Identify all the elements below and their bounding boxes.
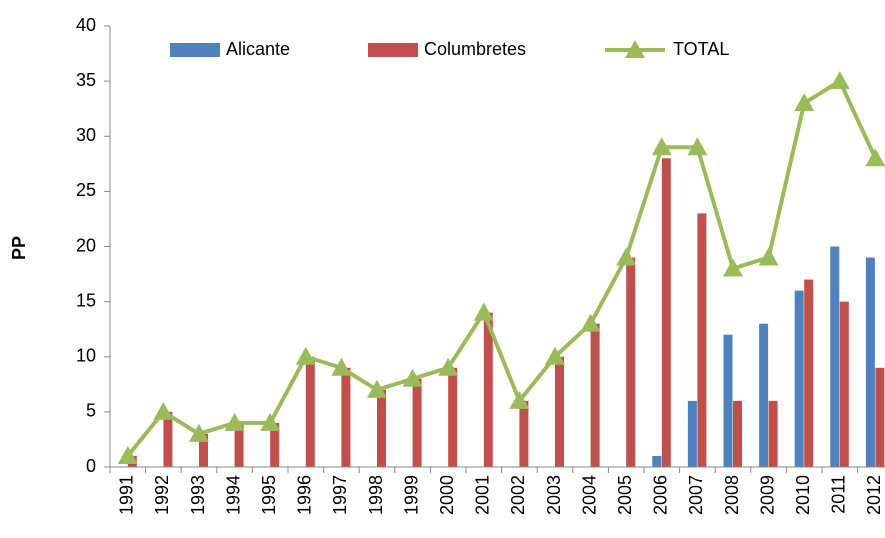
marker bbox=[616, 247, 637, 266]
marker bbox=[117, 445, 138, 464]
y-tick-label: 40 bbox=[76, 15, 96, 35]
bar bbox=[875, 367, 885, 467]
line bbox=[126, 78, 878, 458]
marker bbox=[580, 313, 601, 332]
bar bbox=[759, 323, 769, 467]
x-tick-label: 2000 bbox=[437, 475, 457, 515]
y-tick-label: 15 bbox=[76, 290, 96, 310]
x-tick-label: 1994 bbox=[223, 475, 243, 515]
bar bbox=[483, 312, 493, 467]
x-tick-label: 1996 bbox=[295, 475, 315, 515]
x-tick-label: 2010 bbox=[793, 475, 813, 515]
marker bbox=[829, 71, 850, 90]
x-tick-label: 2011 bbox=[829, 475, 849, 514]
y-axis-label: PP bbox=[9, 236, 29, 260]
x-tick-label: 2009 bbox=[757, 475, 777, 515]
marker bbox=[260, 412, 281, 431]
legend-swatch bbox=[368, 43, 418, 57]
y-tick-label: 20 bbox=[76, 235, 96, 255]
bar bbox=[234, 422, 244, 467]
marker bbox=[438, 357, 459, 376]
x-tick-label: 1999 bbox=[401, 475, 421, 515]
bar bbox=[270, 422, 280, 467]
marker bbox=[367, 379, 387, 398]
bar bbox=[448, 367, 458, 467]
marker bbox=[723, 258, 743, 277]
bar bbox=[377, 389, 386, 467]
x-tick-label: 2005 bbox=[615, 475, 635, 515]
marker bbox=[509, 390, 530, 409]
bar bbox=[723, 334, 733, 467]
x-tick-label: 2008 bbox=[722, 475, 742, 515]
x-tick-label: 1997 bbox=[330, 475, 350, 515]
legend-label: Columbretes bbox=[424, 39, 526, 59]
y-tick-label: 5 bbox=[86, 401, 96, 421]
y-tick-label: 35 bbox=[76, 70, 96, 90]
x-tick-label: 1993 bbox=[188, 475, 208, 515]
bar bbox=[412, 378, 422, 467]
x-tick-label: 2007 bbox=[686, 475, 706, 515]
bar bbox=[697, 213, 707, 467]
x-tick-label: 2001 bbox=[473, 475, 493, 515]
y-tick-label: 0 bbox=[86, 456, 96, 476]
y-tick-label: 30 bbox=[76, 125, 96, 145]
x-tick-label: 2003 bbox=[544, 475, 564, 515]
x-tick-label: 2002 bbox=[508, 475, 528, 515]
bar bbox=[341, 367, 351, 467]
bar bbox=[305, 356, 315, 467]
marker bbox=[651, 137, 672, 156]
marker bbox=[331, 357, 352, 376]
x-tick-label: 1992 bbox=[152, 475, 172, 515]
x-tick-label: 1998 bbox=[366, 475, 386, 515]
marker bbox=[865, 148, 885, 167]
y-tick-label: 25 bbox=[76, 180, 96, 200]
marker bbox=[402, 368, 423, 387]
bar bbox=[519, 400, 529, 467]
plot bbox=[117, 71, 885, 468]
marker bbox=[545, 346, 565, 365]
legend-label: TOTAL bbox=[673, 39, 729, 59]
y-tick-label: 10 bbox=[76, 346, 96, 366]
x-tick-label: 2012 bbox=[864, 475, 884, 515]
bar bbox=[590, 323, 600, 467]
marker bbox=[794, 93, 815, 112]
bar bbox=[830, 246, 840, 467]
bar bbox=[733, 400, 742, 467]
marker bbox=[224, 412, 245, 431]
bar bbox=[839, 301, 849, 467]
x-tick-label: 1995 bbox=[259, 475, 279, 515]
bar bbox=[687, 400, 697, 467]
marker bbox=[473, 302, 494, 321]
bar bbox=[661, 158, 671, 468]
bar bbox=[555, 356, 564, 467]
bar bbox=[626, 257, 636, 467]
x-tick-label: 2004 bbox=[579, 475, 599, 515]
bar bbox=[652, 455, 662, 467]
bar bbox=[163, 411, 173, 467]
marker bbox=[295, 346, 316, 365]
bar bbox=[768, 400, 778, 467]
marker bbox=[758, 247, 779, 266]
bar bbox=[199, 433, 208, 467]
x-tick-label: 2006 bbox=[651, 475, 671, 515]
legend-label: Alicante bbox=[226, 39, 290, 59]
legend-swatch bbox=[170, 43, 220, 57]
bar bbox=[804, 279, 814, 467]
marker bbox=[687, 137, 708, 156]
bar bbox=[794, 290, 804, 467]
legend-marker bbox=[625, 40, 645, 58]
marker bbox=[189, 423, 209, 442]
marker bbox=[153, 401, 174, 420]
bar bbox=[865, 257, 875, 467]
x-tick-label: 1991 bbox=[117, 475, 137, 515]
